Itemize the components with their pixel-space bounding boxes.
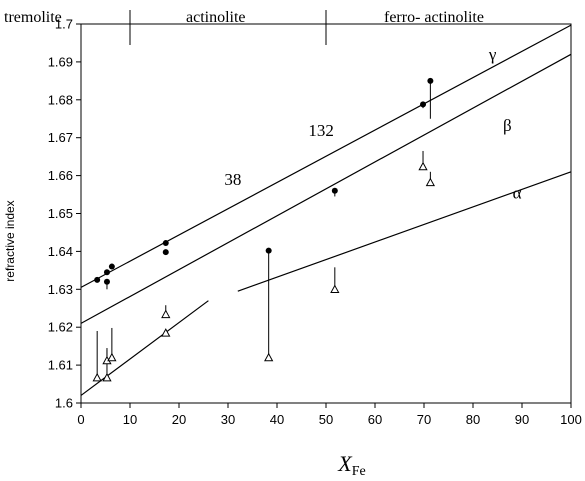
y-tick-label: 1.7 <box>55 17 73 32</box>
data-point-circle <box>162 240 169 247</box>
y-tick-label: 1.64 <box>48 244 73 259</box>
fit-lines-group <box>80 24 572 396</box>
data-point-circle <box>162 249 169 256</box>
data-point-circle <box>103 278 110 285</box>
region-labels-group: tremolite actinolite ferro- actinolite <box>4 9 484 45</box>
data-point-circle <box>94 276 101 283</box>
fit-line-2 <box>237 171 572 292</box>
x-tick-label: 50 <box>319 412 333 427</box>
x-tick-label: 0 <box>77 412 84 427</box>
x-tick-label: 60 <box>368 412 382 427</box>
data-point-circle <box>265 247 272 254</box>
data-point-triangle <box>330 284 340 294</box>
points-group <box>92 77 436 382</box>
data-point-circle <box>103 269 110 276</box>
y-tick-label: 1.63 <box>48 282 73 297</box>
fit-line-0 <box>80 24 572 288</box>
y-tick-label: 1.67 <box>48 130 73 145</box>
data-point-triangle <box>102 372 112 382</box>
line-label: β <box>503 116 512 135</box>
x-tick-label: 30 <box>221 412 235 427</box>
data-point-circle <box>427 77 434 84</box>
data-point-triangle <box>425 177 436 187</box>
data-point-triangle <box>107 352 117 362</box>
stems-group <box>96 80 431 379</box>
x-tick-label: 70 <box>417 412 431 427</box>
fit-line-1 <box>80 53 572 324</box>
y-axis-label: refractive index <box>3 200 17 281</box>
annotation-label: 38 <box>224 170 241 189</box>
data-point-triangle <box>92 372 102 382</box>
plot-frame <box>80 23 572 404</box>
data-point-circle <box>108 263 115 270</box>
data-point-circle <box>331 187 338 194</box>
x-tick-label: 20 <box>172 412 186 427</box>
region-label: ferro- actinolite <box>384 9 484 26</box>
x-axis-label-main: X <box>337 451 353 476</box>
data-point-circle <box>420 101 427 108</box>
x-axis-label-subscript: Fe <box>352 464 366 479</box>
data-point-triangle <box>161 309 171 319</box>
x-axis-label: XFe <box>337 451 365 479</box>
y-tick-label: 1.65 <box>48 206 73 221</box>
data-point-triangle <box>264 352 274 362</box>
y-tick-label: 1.69 <box>48 54 73 69</box>
x-tick-label: 90 <box>515 412 529 427</box>
x-tick-label: 80 <box>466 412 480 427</box>
line-labels-group: γ β α 132 38 <box>224 45 521 202</box>
y-tick-label: 1.66 <box>48 168 73 183</box>
annotation-label: 132 <box>308 121 334 140</box>
x-tick-label: 100 <box>560 412 582 427</box>
y-tick-label: 1.62 <box>48 320 73 335</box>
line-label: γ <box>488 45 497 64</box>
x-tick-label: 10 <box>123 412 137 427</box>
data-point-triangle <box>161 328 171 337</box>
region-label: actinolite <box>186 9 246 26</box>
y-tick-label: 1.61 <box>48 358 73 373</box>
y-tick-label: 1.68 <box>48 92 73 107</box>
y-tick-label: 1.6 <box>55 396 73 411</box>
region-label: tremolite <box>4 9 62 26</box>
fit-line-2 <box>80 300 209 396</box>
data-point-triangle <box>418 161 428 171</box>
x-tick-label: 40 <box>270 412 284 427</box>
line-label: α <box>513 183 522 202</box>
axes-group: 0 10 20 30 40 50 60 70 80 90 100 1.6 1.61 1.62 1.63 1.6… <box>48 17 582 428</box>
